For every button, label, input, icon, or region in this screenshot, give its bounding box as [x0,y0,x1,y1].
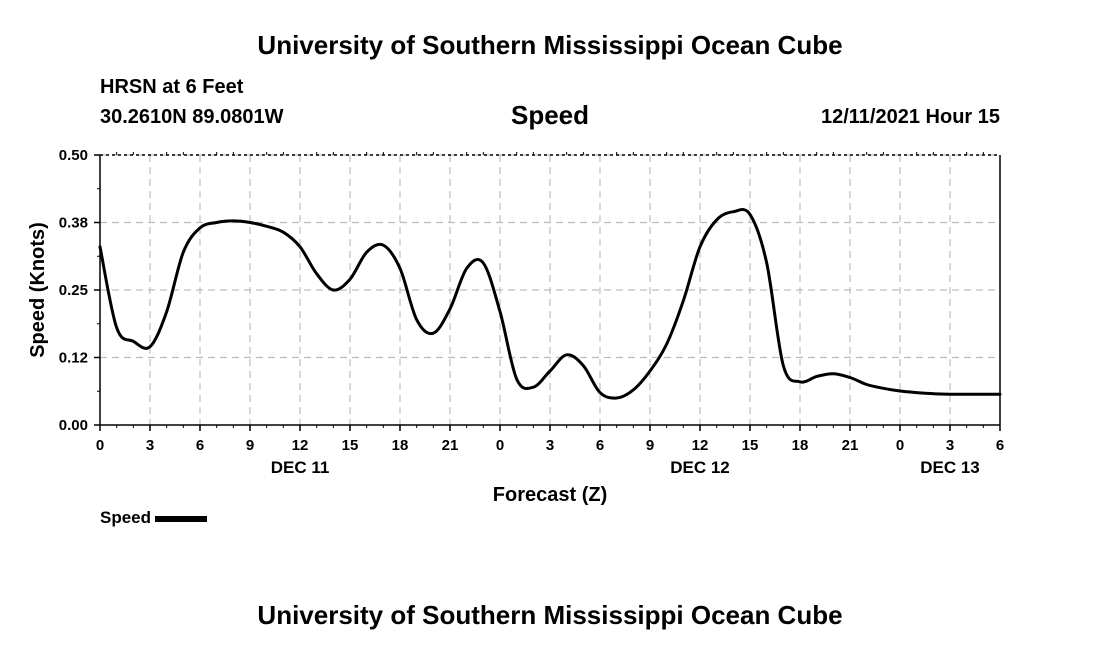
x-tick-label: 0 [96,437,104,454]
x-axis-label: Forecast (Z) [493,484,607,506]
date-label: DEC 12 [670,458,730,477]
y-tick-label: 0.12 [59,350,88,367]
legend-label: Speed [100,508,152,527]
x-tick-label: 0 [896,437,904,454]
x-tick-label: 6 [196,437,204,454]
x-tick-label: 9 [646,437,654,454]
speed-series-line [98,208,1002,400]
speed-chart: 0.00 0.12 0.25 0.38 0.50 0 3 6 9 12 15 18 21 0 3 6 9 12 1… [27,147,1004,506]
footer-title: University of Southern Mississippi Ocean… [257,600,843,630]
x-tick-label: 3 [946,437,954,454]
legend: Speed [100,508,208,528]
station-label: HRSN at 6 Feet [100,76,244,98]
y-tick-label: 0.50 [59,147,88,164]
date-label: DEC 11 [271,458,330,477]
chart-title: Speed [510,100,590,130]
x-tick-label: 18 [792,437,809,454]
y-tick-label: 0.00 [59,417,88,434]
location-label: 30.2610N 89.0801W [100,106,284,128]
x-tick-label: 18 [392,437,409,454]
x-tick-label: 3 [546,437,554,454]
page-title: University of Southern Mississippi Ocean… [257,30,843,60]
datetime-label: 12/11/2021 Hour 15 [820,106,1000,128]
y-tick-label: 0.38 [59,215,88,232]
x-tick-label: 3 [146,437,154,454]
x-tick-label: 6 [596,437,604,454]
x-tick-label: 6 [996,437,1004,454]
y-ticks: 0.00 0.12 0.25 0.38 0.50 [59,147,100,434]
x-tick-label: 21 [842,437,859,454]
x-ticks: 0 3 6 9 12 15 18 21 0 3 6 9 12 15 18 21 0 3 6 [96,152,1004,454]
x-tick-label: 12 [292,437,309,454]
legend-swatch [155,515,208,522]
x-tick-label: 15 [342,437,359,454]
x-tick-label: 12 [692,437,709,454]
x-tick-label: 21 [442,437,459,454]
x-tick-label: 15 [742,437,759,454]
date-label: DEC 13 [920,458,980,477]
x-tick-label: 9 [246,437,254,454]
x-tick-label: 0 [496,437,504,454]
y-axis-label: Speed (Knots) [27,222,49,358]
date-labels: DEC 11 DEC 12 DEC 13 [271,458,980,477]
y-tick-label: 0.25 [59,282,88,299]
